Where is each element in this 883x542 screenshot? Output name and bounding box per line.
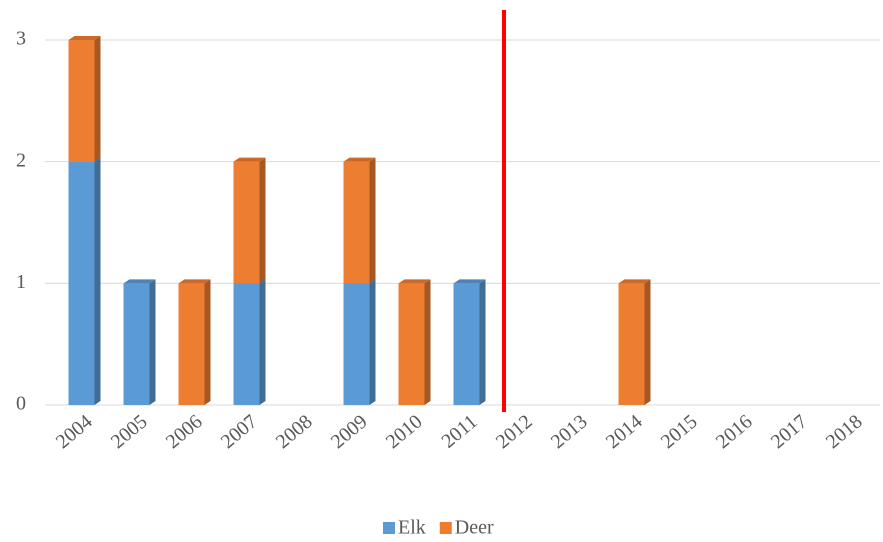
bar-top	[398, 279, 431, 284]
y-tick-label: 3	[16, 28, 26, 50]
bar	[618, 283, 645, 405]
bar-side	[479, 279, 486, 405]
legend-swatch	[439, 522, 452, 534]
bar-top	[453, 279, 486, 284]
x-tick-label: 2018	[822, 410, 867, 453]
bar	[178, 283, 205, 405]
legend: Elk Deer	[383, 517, 494, 539]
x-tick-label: 2013	[547, 410, 592, 453]
x-tick-label: 2007	[217, 410, 262, 453]
bar-side	[94, 157, 101, 405]
legend-label: Elk	[398, 517, 426, 539]
bar-side	[94, 36, 101, 162]
x-tick-label: 2004	[52, 410, 97, 453]
bar	[68, 40, 95, 162]
bar-top	[68, 36, 101, 40]
bar-side	[369, 279, 376, 405]
bar-side	[259, 279, 266, 405]
bar-side	[369, 157, 376, 284]
bars: 2004 2005 2006 2007 2008 2009 2010 2011 2012 2013…	[52, 36, 867, 453]
bar-top	[343, 157, 376, 162]
y-tick-label: 2	[16, 149, 26, 171]
bar	[123, 283, 150, 405]
bar	[233, 283, 260, 405]
bar	[398, 283, 425, 405]
bar-top	[618, 279, 651, 284]
legend-label: Deer	[455, 517, 494, 539]
y-tick-label: 1	[16, 271, 26, 293]
x-tick-label: 2016	[712, 410, 757, 453]
bar-side	[204, 279, 211, 405]
bar-side	[424, 279, 431, 405]
bar	[343, 161, 370, 284]
bar-top	[178, 279, 211, 284]
x-tick-label: 2011	[437, 410, 481, 452]
x-tick-label: 2017	[767, 410, 812, 453]
legend-swatch	[383, 522, 395, 534]
bar-top	[123, 279, 156, 284]
bar-side	[149, 279, 156, 405]
bar	[453, 283, 480, 405]
x-tick-label: 2012	[492, 410, 537, 453]
bar-side	[259, 157, 266, 284]
bar	[233, 161, 260, 284]
x-tick-label: 2014	[602, 410, 647, 453]
bar	[68, 161, 95, 405]
x-tick-label: 2010	[382, 410, 427, 453]
x-tick-label: 2015	[657, 410, 702, 453]
x-tick-label: 2009	[327, 410, 372, 453]
x-tick-label: 2008	[272, 410, 317, 453]
bar-side	[644, 279, 651, 405]
x-tick-label: 2005	[107, 410, 152, 453]
x-tick-label: 2006	[162, 410, 207, 453]
bar	[343, 283, 370, 405]
y-tick-label: 0	[16, 393, 26, 415]
bar-top	[233, 157, 266, 162]
